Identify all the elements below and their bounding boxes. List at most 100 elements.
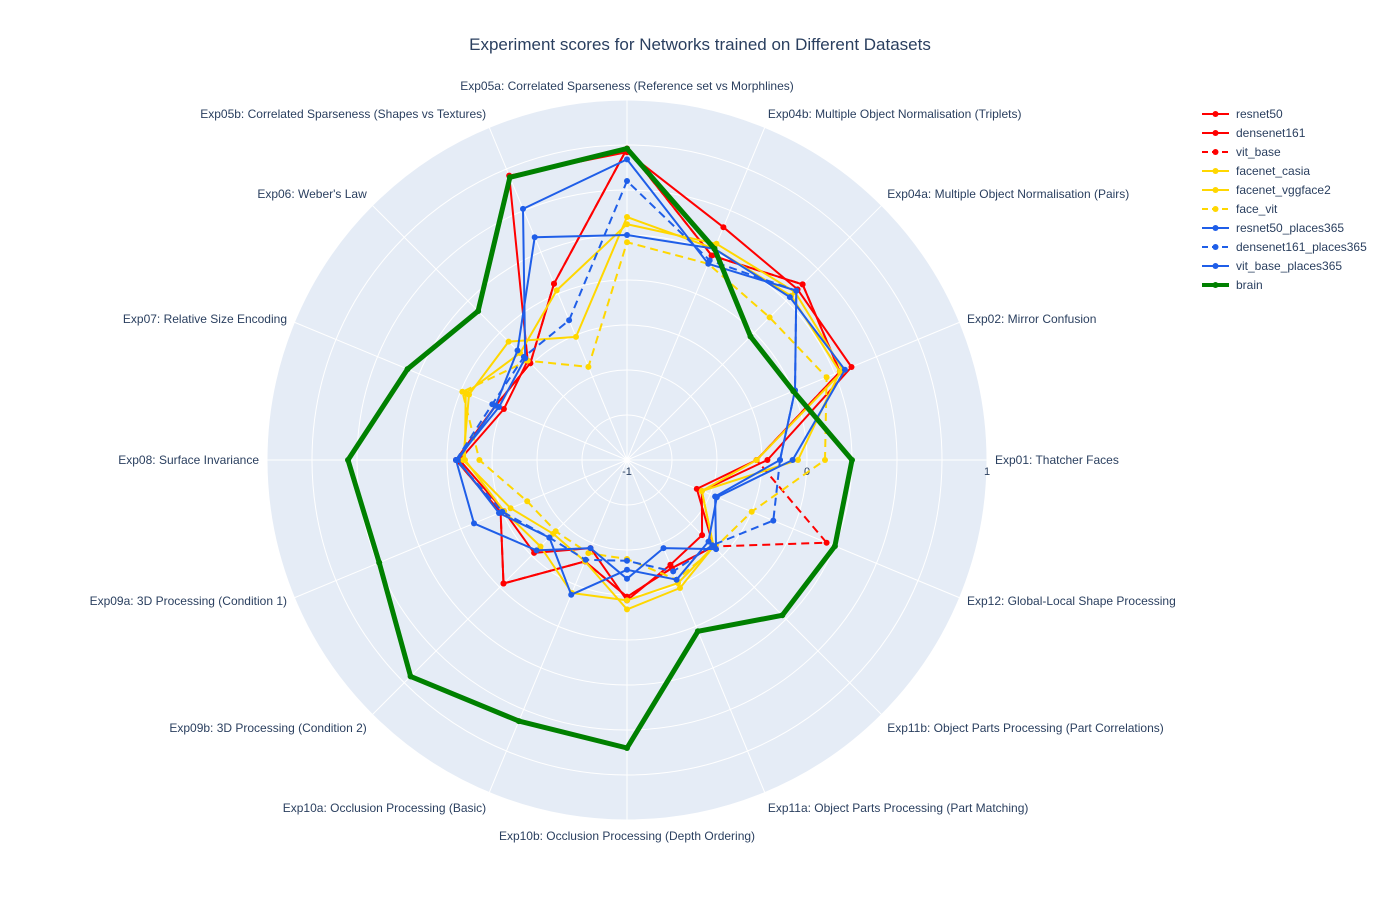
grid-spoke [372,459,628,715]
data-point [823,539,830,546]
data-point [777,457,783,463]
legend-swatch-marker [1212,149,1219,155]
axis-label: Exp11a: Object Parts Processing (Part Ma… [768,801,1029,815]
data-point [476,457,483,463]
legend-item: face_vit [1202,202,1278,216]
data-point [670,568,677,575]
data-point [553,287,560,294]
axis-label: Exp04a: Multiple Object Normalisation (P… [887,187,1129,201]
axis-label: Exp08: Surface Invariance [118,453,259,467]
data-point [766,314,773,321]
legend-item: facenet_casia [1202,164,1310,178]
axis-label: Exp05b: Correlated Sparseness (Shapes vs… [200,107,486,121]
axis-label: Exp12: Global-Local Shape Processing [967,594,1176,608]
data-point [770,517,777,524]
legend-label: brain [1236,278,1263,292]
legend-label: vit_base_places365 [1236,259,1342,273]
data-point [790,388,797,395]
legend-item: densenet161 [1202,126,1306,140]
data-point [713,240,720,247]
data-point [698,488,705,494]
data-point [660,545,667,552]
data-point [533,547,540,554]
axis-label: Exp10b: Occlusion Processing (Depth Orde… [499,829,755,843]
legend-label: face_vit [1236,202,1278,216]
legend-swatch-marker [1212,187,1219,193]
data-point [475,308,482,315]
grid-spoke [488,127,628,461]
data-point [823,374,830,381]
data-point [459,388,466,395]
data-point [708,252,715,259]
legend-swatch-marker [1212,244,1219,250]
data-point [624,232,630,238]
data-point [624,557,630,564]
data-point [624,214,630,220]
legend-label: densenet161 [1236,126,1306,140]
data-point [713,546,720,553]
axis-label: Exp05a: Correlated Sparseness (Reference… [460,79,794,93]
data-point [753,457,760,463]
data-point [789,457,796,463]
legend-item: brain [1202,278,1263,292]
legend-item: resnet50 [1202,107,1283,121]
radial-tick-label: -1 [622,466,632,478]
series-layer [345,145,855,751]
data-point [624,597,630,604]
angular-axis-labels: Exp01: Thatcher Faces Exp02: Mirror Confu… [90,79,1176,843]
legend-item: densenet161_places365 [1202,240,1367,254]
data-point [793,287,800,294]
legend-swatch-marker [1212,168,1219,174]
data-point [505,338,512,345]
data-point [515,718,522,725]
legend-item: vit_base [1202,145,1281,159]
data-point [677,585,683,591]
chart-title: Experiment scores for Networks trained o… [469,35,931,54]
data-point [747,333,754,340]
data-point [694,628,701,635]
data-point [376,559,383,566]
data-point [624,745,630,751]
data-point [582,556,589,563]
radial-tick-label: 1 [984,466,990,478]
data-point [711,245,718,252]
polar-grid [266,99,988,821]
data-point [499,508,506,515]
data-point [831,543,838,550]
legend-label: facenet_casia [1236,164,1310,178]
legend-swatch-marker [1212,130,1219,136]
data-point [624,575,630,582]
data-point [712,493,719,500]
data-point [822,457,828,463]
legend-label: resnet50 [1236,107,1283,121]
data-point [552,528,559,535]
data-point [693,485,700,492]
legend-swatch-marker [1212,263,1219,269]
data-point [453,457,459,463]
axis-label: Exp02: Mirror Confusion [967,312,1096,326]
data-point [507,505,514,512]
legend-label: vit_base [1236,145,1281,159]
grid-spoke [372,205,628,461]
data-point [624,566,630,573]
legend-label: resnet50_places365 [1236,221,1344,235]
grid-spoke [626,459,766,793]
axis-label: Exp04b: Multiple Object Normalisation (T… [768,107,1022,121]
data-point [699,532,706,539]
legend-swatch-marker [1212,225,1219,231]
axis-label: Exp11b: Object Parts Processing (Part Co… [887,721,1164,735]
legend-item: vit_base_places365 [1202,259,1342,273]
data-point [585,550,592,557]
data-point [460,457,467,463]
data-point [537,543,544,550]
data-point [624,178,630,184]
data-point [848,364,855,370]
legend-label: densenet161_places365 [1236,240,1367,254]
data-point [506,174,513,181]
data-point [748,508,755,515]
legend-swatch-marker [1212,282,1219,288]
axis-label: Exp09a: 3D Processing (Condition 1) [90,594,287,608]
data-point [489,401,496,408]
data-point [568,591,575,598]
